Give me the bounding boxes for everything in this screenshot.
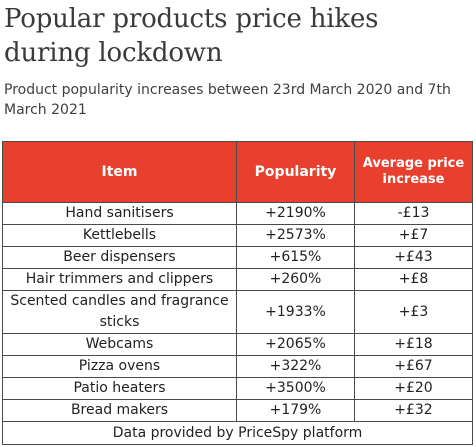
- item-cell: Hair trimmers and clippers: [2, 268, 237, 291]
- page-title: Popular products price hikes during lock…: [4, 4, 379, 68]
- popularity-cell: +1933%: [236, 290, 355, 334]
- price-increase-cell: +£7: [354, 224, 473, 247]
- price-increase-cell: +£18: [354, 333, 473, 356]
- price-increase-cell: +£3: [354, 290, 473, 334]
- item-cell: Scented candles and fragrance sticks: [2, 290, 237, 334]
- popularity-cell: +260%: [236, 268, 355, 291]
- price-hikes-table: Item Popularity Average price increase H…: [2, 141, 473, 445]
- item-cell: Beer dispensers: [2, 246, 237, 269]
- popularity-cell: +615%: [236, 246, 355, 269]
- table-row: Hair trimmers and clippers +260% +£8: [2, 268, 473, 291]
- price-increase-cell: +£32: [354, 399, 473, 422]
- price-increase-cell: +£20: [354, 377, 473, 400]
- table-header-row: Item Popularity Average price increase: [2, 141, 473, 203]
- column-header-average-price-increase: Average price increase: [354, 141, 473, 203]
- table-footer-row: Data provided by PriceSpy platform: [2, 421, 473, 445]
- popularity-cell: +2573%: [236, 224, 355, 247]
- table-row: Hand sanitisers +2190% -£13: [2, 202, 473, 225]
- table-row: Scented candles and fragrance sticks +19…: [2, 290, 473, 334]
- item-cell: Kettlebells: [2, 224, 237, 247]
- table-row: Pizza ovens +322% +£67: [2, 355, 473, 378]
- item-cell: Bread makers: [2, 399, 237, 422]
- popularity-cell: +322%: [236, 355, 355, 378]
- column-header-item: Item: [2, 141, 237, 203]
- column-header-popularity: Popularity: [236, 141, 355, 203]
- data-source-note: Data provided by PriceSpy platform: [2, 421, 473, 445]
- price-increase-cell: +£43: [354, 246, 473, 269]
- popularity-cell: +2190%: [236, 202, 355, 225]
- price-increase-cell: +£8: [354, 268, 473, 291]
- popularity-cell: +179%: [236, 399, 355, 422]
- item-cell: Webcams: [2, 333, 237, 356]
- item-cell: Patio heaters: [2, 377, 237, 400]
- page-subtitle: Product popularity increases between 23r…: [4, 82, 451, 118]
- table-row: Patio heaters +3500% +£20: [2, 377, 473, 400]
- item-cell: Hand sanitisers: [2, 202, 237, 225]
- price-increase-cell: -£13: [354, 202, 473, 225]
- popularity-cell: +2065%: [236, 333, 355, 356]
- popularity-cell: +3500%: [236, 377, 355, 400]
- item-cell: Pizza ovens: [2, 355, 237, 378]
- table-row: Webcams +2065% +£18: [2, 333, 473, 356]
- table-row: Bread makers +179% +£32: [2, 399, 473, 422]
- price-increase-cell: +£67: [354, 355, 473, 378]
- table-row: Beer dispensers +615% +£43: [2, 246, 473, 269]
- table-row: Kettlebells +2573% +£7: [2, 224, 473, 247]
